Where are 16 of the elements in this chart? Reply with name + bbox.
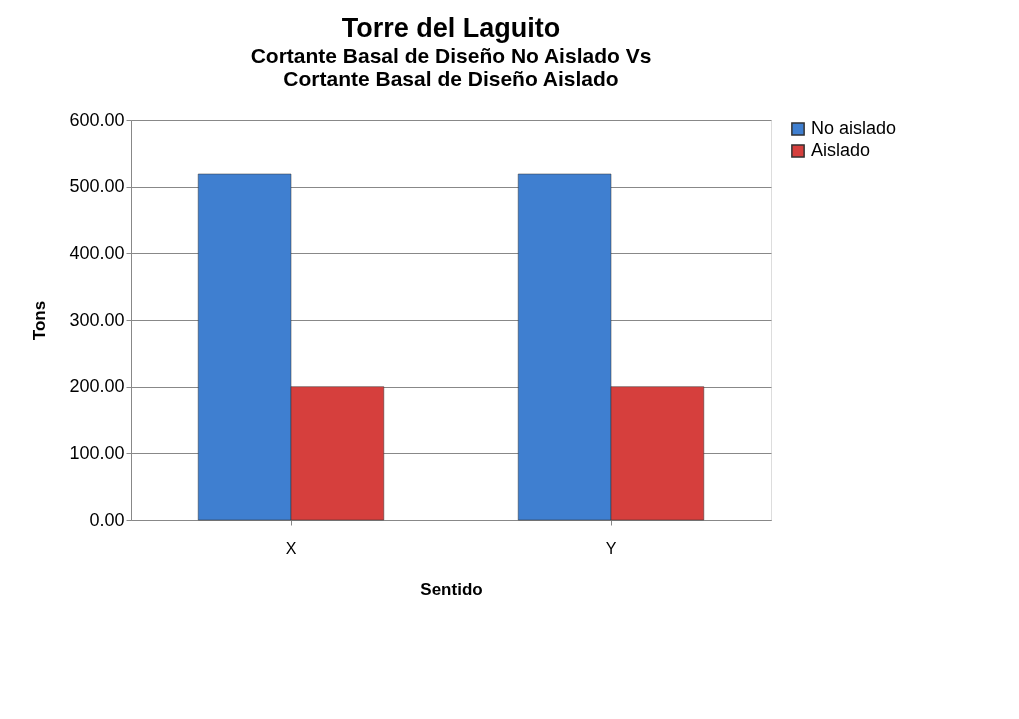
text: Cortante Basal de Diseño No Aislado Vs: [250, 44, 652, 67]
y-tick-label: 400.00: [69, 242, 125, 263]
x-axis-title: Sentido: [420, 579, 483, 599]
y-tick-label: 300.00: [69, 309, 125, 330]
y-tick-label: 100.00: [69, 442, 125, 463]
y-tick-label: 600.00: [69, 109, 125, 130]
text: Cortante Basal de Diseño Aislado: [283, 67, 619, 90]
y-tick-label: 200.00: [69, 376, 125, 397]
y-axis-title: Tons: [30, 300, 50, 341]
x-tick-label: Y: [605, 539, 617, 557]
legend-label: Aislado: [811, 140, 871, 160]
chart-title: Torre del Laguito: [341, 13, 561, 43]
y-tick-label: 500.00: [69, 176, 125, 197]
x-tick-label: X: [285, 539, 297, 557]
y-tick-label: 0.00: [89, 509, 125, 530]
legend-label: No aislado: [811, 118, 897, 138]
